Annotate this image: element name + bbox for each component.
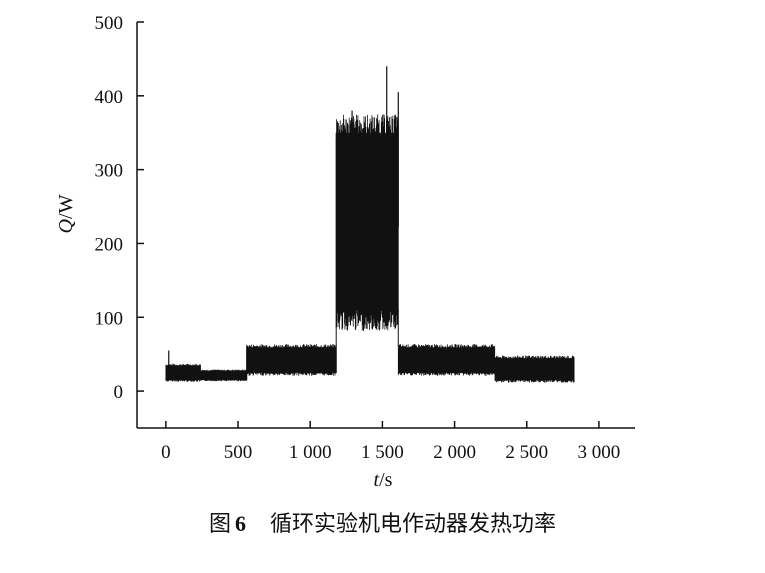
signal-trace	[494, 355, 575, 383]
line-chart: 0 100 200 300 400 500 0 500 1 000 1 500 2 000 2 500…	[55, 13, 635, 491]
y-tick-label: 100	[95, 308, 124, 329]
data-series	[165, 66, 575, 383]
x-tick-label: 1 000	[289, 442, 332, 463]
signal-trace	[397, 344, 496, 376]
x-axis-label: t/s	[374, 469, 393, 491]
y-tick-label: 400	[95, 87, 124, 108]
signal-trace	[200, 369, 248, 382]
signal-trace	[246, 344, 337, 376]
x-tick-label: 2 000	[433, 442, 476, 463]
y-tick-label: 300	[95, 161, 124, 182]
x-tick-label: 1 500	[361, 442, 404, 463]
y-axis-label: Q/W	[55, 194, 77, 233]
y-tick-label: 200	[95, 234, 124, 255]
caption-number: 6	[235, 511, 246, 536]
x-tick-label: 500	[224, 442, 253, 463]
ticks: 0 100 200 300 400 500 0 500 1 000 1 500 2 000 2 500…	[95, 13, 621, 463]
figure-caption: 图 6 循环实验机电作动器发热功率	[0, 506, 765, 538]
axes	[136, 22, 635, 429]
x-tick-label: 0	[161, 442, 171, 463]
x-tick-label: 3 000	[578, 442, 621, 463]
caption-text: 循环实验机电作动器发热功率	[270, 512, 557, 537]
y-tick-label: 0	[114, 382, 124, 403]
signal-trace	[165, 363, 201, 382]
x-tick-label: 2 500	[505, 442, 548, 463]
caption-label: 图	[208, 512, 231, 537]
y-tick-label: 500	[95, 13, 124, 34]
signal-trace	[335, 114, 399, 331]
